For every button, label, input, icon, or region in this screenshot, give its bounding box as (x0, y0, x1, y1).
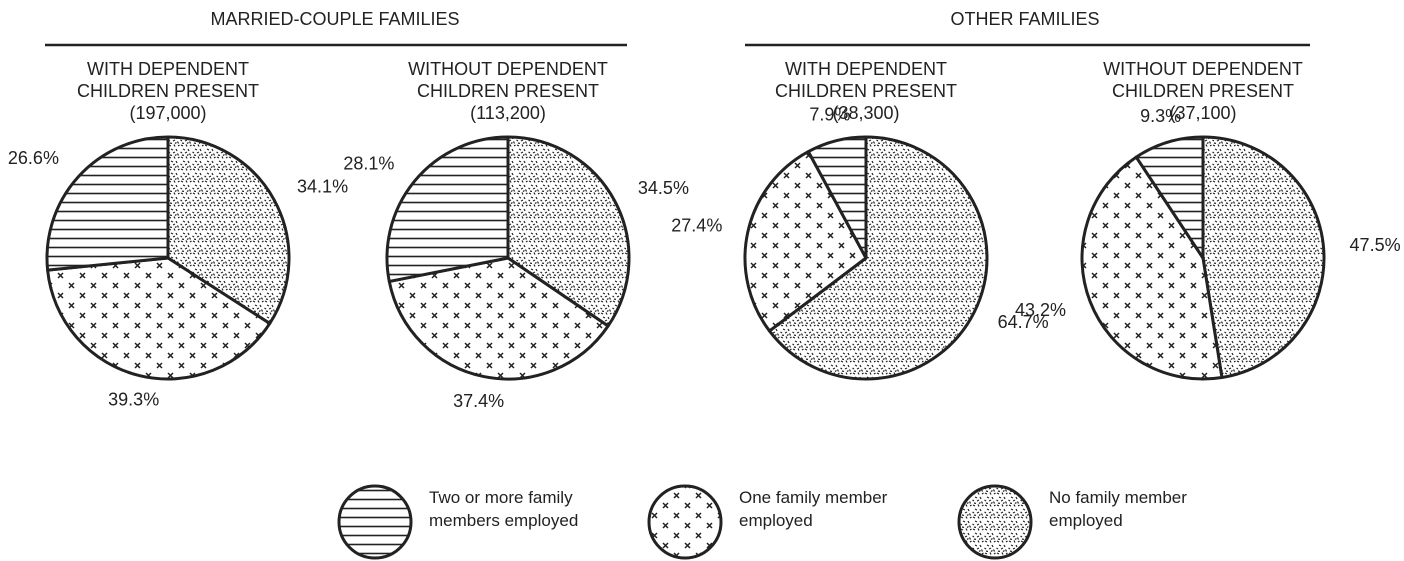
pie-slice (385, 135, 510, 283)
pie-subtitle: (197,000) (129, 103, 207, 123)
pie-slice (1134, 135, 1205, 260)
pie-slice (46, 256, 272, 381)
pie-slice (806, 135, 868, 260)
pie-subtitle: (113,200) (470, 103, 546, 123)
legend-swatch (337, 484, 413, 560)
legend-swatch (957, 484, 1033, 560)
legend-label: No family member employed (1049, 488, 1187, 530)
pie-title: WITH DEPENDENT CHILDREN PRESENT (76, 59, 260, 101)
value-label: 26.6% (8, 148, 59, 168)
pie-slice (45, 135, 170, 272)
value-label: 39.3% (108, 390, 159, 410)
group-title: OTHER FAMILIES (950, 9, 1100, 29)
value-label: 9.3% (1140, 106, 1181, 126)
value-label: 34.5% (638, 178, 689, 198)
legend-label: One family member employed (739, 488, 888, 530)
pie-slice (506, 135, 631, 328)
value-label: 27.4% (671, 216, 722, 236)
pie-slice (1201, 135, 1326, 380)
legend-swatch (647, 484, 723, 560)
pie-slice (767, 135, 989, 381)
value-label: 34.1% (297, 176, 348, 196)
value-label: 37.4% (453, 391, 504, 411)
pie-slice (1080, 155, 1224, 381)
legend-label: Two or more family members employed (429, 488, 579, 530)
pie-title: WITH DEPENDENT CHILDREN PRESENT (774, 59, 958, 101)
value-label: 7.9% (809, 104, 850, 124)
group-title: MARRIED-COUPLE FAMILIES (210, 9, 460, 29)
pie-title: WITHOUT DEPENDENT CHILDREN PRESENT (1103, 59, 1303, 101)
pie-subtitle: (38,300) (832, 103, 900, 123)
value-label: 64.7% (998, 312, 1049, 332)
pie-title: WITHOUT DEPENDENT CHILDREN PRESENT (408, 59, 608, 101)
pie-subtitle: (37,100) (1169, 103, 1237, 123)
value-label: 47.5% (1350, 235, 1401, 255)
pie-slice (743, 150, 868, 333)
pie-slice (387, 256, 610, 381)
value-label: 28.1% (343, 153, 394, 173)
value-label: 43.2% (1015, 300, 1066, 320)
